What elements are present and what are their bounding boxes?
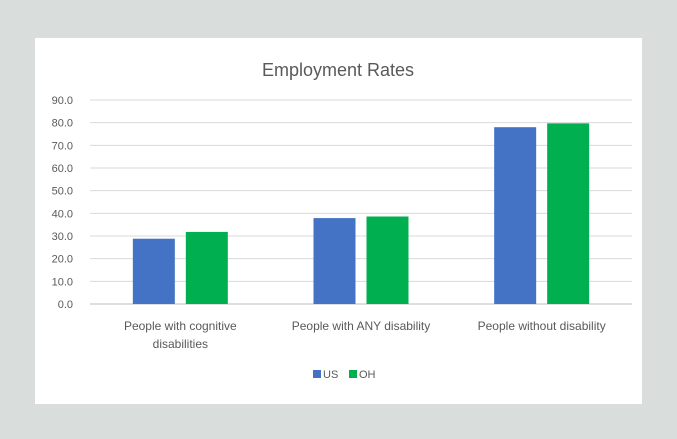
y-tick-label: 60.0 [52,163,73,175]
y-tick-label: 80.0 [52,118,73,130]
legend: US OH [313,369,376,381]
y-axis-labels: 0.0 10.0 20.0 30.0 40.0 50.0 60.0 70.0 80.0 90.0 [52,95,73,311]
gridlines [90,99,632,305]
y-tick-label: 40.0 [52,208,73,220]
y-tick-label: 0.0 [58,299,73,311]
legend-label-us: US [323,369,338,381]
y-tick-label: 20.0 [52,254,73,266]
y-tick-label: 70.0 [52,140,73,152]
x-tick-label: People with ANY disability [292,319,431,333]
bar-us [494,127,537,304]
x-tick-label: People without disability [478,319,606,333]
legend-swatch-us [313,370,321,378]
bar-oh [185,231,228,304]
x-tick-label: People with cognitive [124,319,237,333]
x-tick-label: disabilities [153,337,208,351]
y-tick-label: 90.0 [52,95,73,107]
legend-label-oh: OH [359,369,376,381]
bar-us [132,238,175,304]
chart-area: Employment Rates 0.0 10.0 20.0 30.0 40.0 50.0… [35,38,642,404]
bars [132,123,590,304]
y-tick-label: 50.0 [52,186,73,198]
legend-swatch-oh [349,370,357,378]
bar-oh [366,216,409,304]
x-axis-labels: People with cognitive disabilities People … [124,319,606,351]
y-tick-label: 10.0 [52,276,73,288]
y-tick-label: 30.0 [52,231,73,243]
chart-title: Employment Rates [262,60,414,80]
bar-oh [547,123,590,304]
employment-bar-chart: Employment Rates 0.0 10.0 20.0 30.0 40.0 50.0… [52,60,632,381]
bar-us [313,218,356,304]
